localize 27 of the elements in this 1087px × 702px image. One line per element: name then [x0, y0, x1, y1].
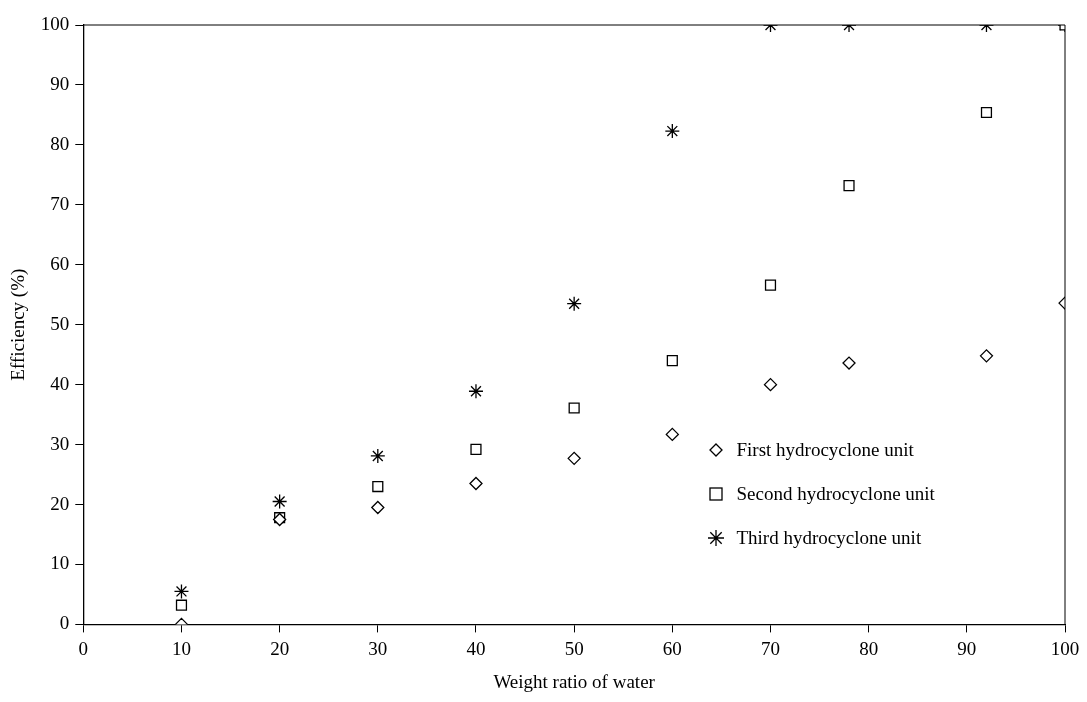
x-tick-label: 40	[466, 637, 486, 659]
y-tick-label: 60	[50, 252, 70, 274]
legend-label: Second hydrocyclone unit	[736, 482, 935, 505]
y-tick-label: 50	[50, 312, 70, 334]
x-tick-label: 30	[368, 637, 388, 659]
x-tick-label: 50	[564, 637, 584, 659]
y-tick-label: 30	[50, 432, 70, 454]
y-tick-label: 100	[40, 12, 70, 34]
y-tick-label: 20	[50, 492, 70, 514]
legend-label: First hydrocyclone unit	[736, 438, 914, 461]
y-axis-title: Efficiency (%)	[7, 268, 30, 381]
y-tick-label: 40	[50, 372, 70, 394]
x-tick-label: 0	[78, 637, 89, 659]
x-tick-label: 60	[662, 637, 682, 659]
y-tick-label: 70	[50, 192, 70, 214]
y-tick-label: 10	[50, 552, 70, 574]
x-tick-label: 90	[957, 637, 977, 659]
y-tick-label: 80	[50, 132, 70, 154]
x-tick-label: 10	[171, 637, 191, 659]
x-axis-title: Weight ratio of water	[493, 670, 656, 692]
x-tick-label: 70	[760, 637, 780, 659]
x-tick-label: 80	[859, 637, 879, 659]
x-tick-label: 20	[270, 637, 290, 659]
legend-label: Third hydrocyclone unit	[736, 526, 922, 549]
y-tick-label: 90	[50, 72, 70, 94]
x-tick-label: 100	[1050, 637, 1080, 659]
y-tick-label: 0	[59, 612, 70, 634]
